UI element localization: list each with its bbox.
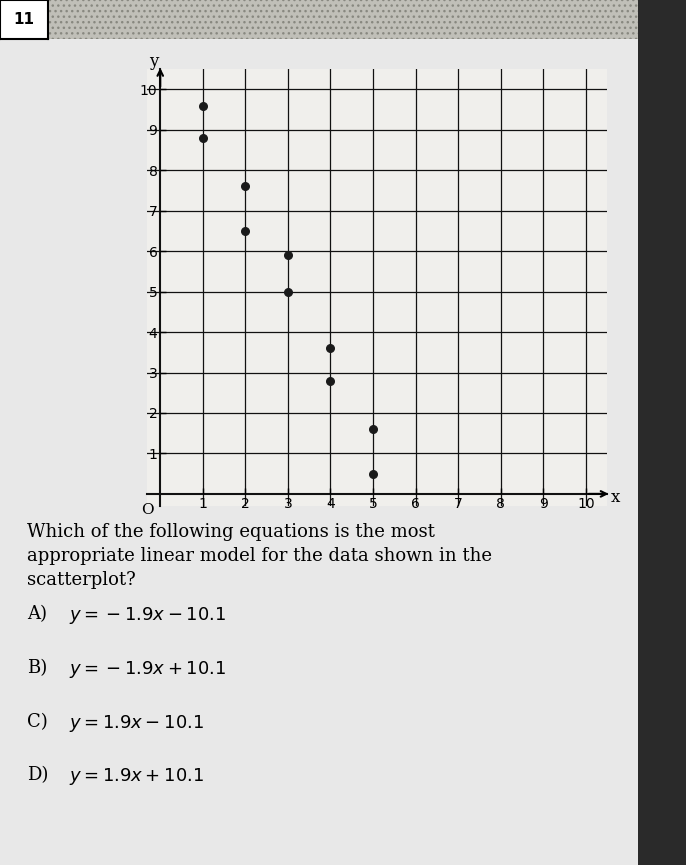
Point xyxy=(283,248,294,262)
Point xyxy=(240,224,251,238)
Text: 11: 11 xyxy=(14,12,34,27)
Text: D): D) xyxy=(27,766,49,785)
Text: $y = -1.9x - 10.1$: $y = -1.9x - 10.1$ xyxy=(69,606,226,626)
Text: O: O xyxy=(141,503,154,517)
Text: C): C) xyxy=(27,713,48,731)
Point xyxy=(368,467,379,481)
Point xyxy=(325,374,336,388)
Text: Which of the following equations is the most
appropriate linear model for the da: Which of the following equations is the … xyxy=(27,523,493,588)
Text: $y = -1.9x + 10.1$: $y = -1.9x + 10.1$ xyxy=(69,659,226,680)
Point xyxy=(240,180,251,194)
Text: A): A) xyxy=(27,606,47,624)
Point xyxy=(283,285,294,298)
Point xyxy=(198,99,209,112)
Point xyxy=(325,342,336,356)
Point xyxy=(368,422,379,436)
Text: $y = 1.9x + 10.1$: $y = 1.9x + 10.1$ xyxy=(69,766,204,787)
Text: $y = 1.9x - 10.1$: $y = 1.9x - 10.1$ xyxy=(69,713,204,734)
Text: B): B) xyxy=(27,659,48,677)
Point xyxy=(198,131,209,144)
Text: x: x xyxy=(611,490,620,506)
Text: y: y xyxy=(149,53,158,69)
